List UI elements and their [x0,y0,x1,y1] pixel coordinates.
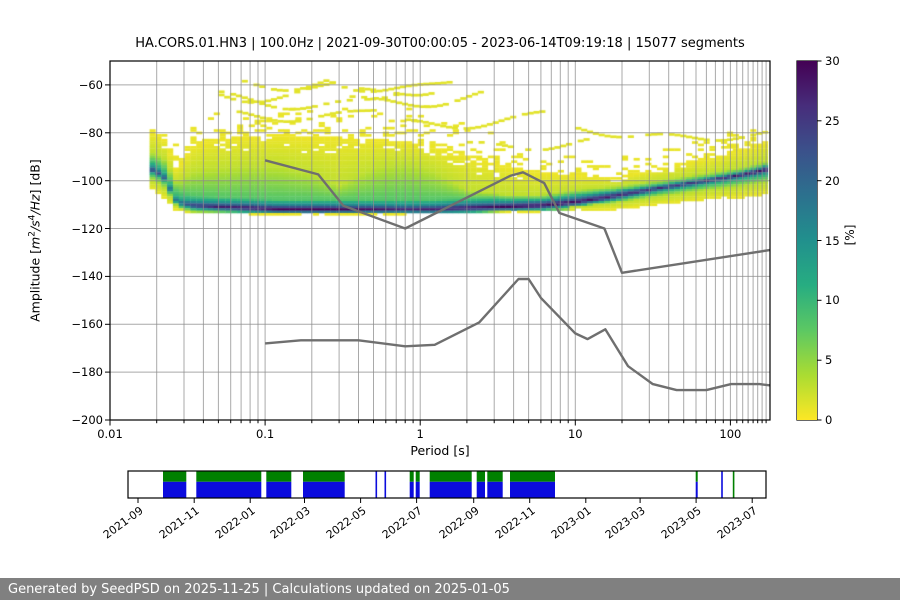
timeline-segment-blue [375,471,378,498]
timeline-segment-blue [163,481,187,498]
plot-title: HA.CORS.01.HN3 | 100.0Hz | 2021-09-30T00… [135,36,745,51]
timeline-date-label: 2022-05 [323,504,369,542]
timeline-segment-blue [487,481,503,498]
colorbar-tick-label: 10 [825,293,840,308]
timeline-segment-blue [510,481,555,498]
colorbar-tick-label: 25 [825,113,840,128]
timeline-date-label: 2023-05 [658,504,704,542]
timeline-segment-green [163,471,187,482]
colorbar-gradient [797,61,817,420]
timeline-segment-green [732,471,735,498]
footer-text: Generated by SeedPSD on 2025-11-25 | Cal… [8,581,510,597]
timeline-segment-green [476,471,485,482]
colorbar-tick-label: 15 [825,233,840,248]
y-axis-label: Amplitude [m2/s4/Hz] [dB] [27,159,43,322]
footer-bar: Generated by SeedPSD on 2025-11-25 | Cal… [0,578,900,600]
timeline-segment-blue [409,481,414,498]
timeline-segment-blue [384,471,387,498]
x-tick-label: 0.01 [97,427,123,441]
y-tick-label: −120 [71,221,103,236]
y-tick-label: −60 [78,77,103,92]
y-tick-label: −180 [71,365,103,380]
timeline-segment-blue [695,481,698,498]
y-tick-label: −100 [71,173,103,188]
timeline-segment-green [266,471,292,482]
timeline-segment-green [510,471,555,482]
y-tick-label: −140 [71,269,103,284]
timeline-frame [127,470,767,499]
timeline-date-label: 2021-11 [156,504,202,542]
timeline-segment-blue [266,481,292,498]
y-tick-label: −200 [71,413,103,427]
timeline-date-label: 2023-07 [715,504,760,542]
timeline-date-label: 2021-09 [100,504,146,542]
y-tick-label: −80 [78,125,103,140]
timeline-segment-blue [196,481,262,498]
timeline-segment-green [196,471,262,482]
timeline-segment-blue [303,481,345,498]
y-tick-label: −160 [71,317,103,332]
x-tick-label: 10 [567,427,583,441]
x-tick-label: 100 [719,427,742,441]
timeline-segment-green [487,471,503,482]
timeline-segment-green [409,471,414,482]
timeline-segment-blue [476,481,485,498]
x-tick-label: 0.1 [255,427,275,441]
x-tick-label: 1 [416,427,424,441]
timeline-segment-green [429,471,472,482]
timeline-segment-blue [721,471,723,498]
timeline-segment-green [303,471,345,482]
timeline-segment-green [415,471,420,482]
colorbar-tick-label: 30 [825,54,840,68]
timeline-date-label: 2022-09 [436,504,482,542]
colorbar-tick-label: 0 [825,413,833,427]
x-axis-label: Period [s] [410,443,470,458]
ppsd-histogram-heatmap [110,61,770,420]
timeline-segment-green [695,471,698,482]
timeline-segment-blue [429,481,472,498]
timeline-segment-blue [415,481,420,498]
timeline-date-label: 2022-11 [492,504,538,542]
colorbar-tick-label: 5 [825,353,833,368]
timeline-date-label: 2022-07 [379,504,425,542]
colorbar-tick-label: 20 [825,173,840,188]
